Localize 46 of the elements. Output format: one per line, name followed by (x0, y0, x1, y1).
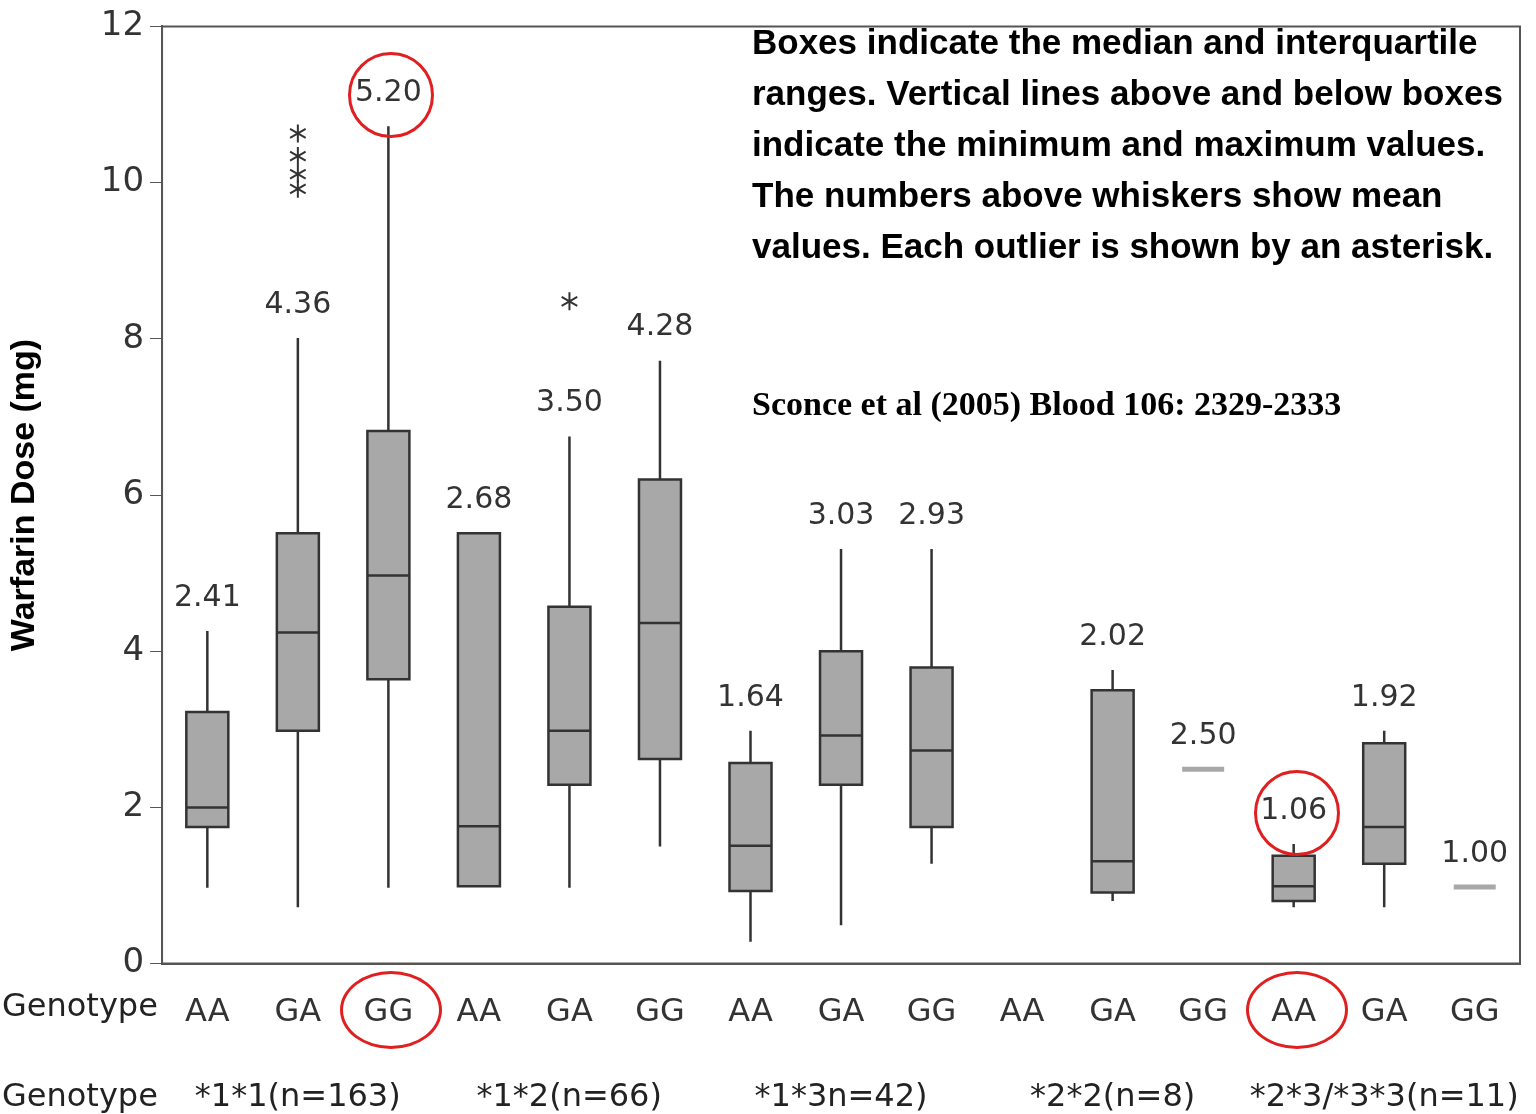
text: 4.28 (626, 307, 694, 343)
text: 1.92 (1350, 677, 1418, 713)
text: 1.64 (717, 677, 784, 713)
text: 2.93 (898, 495, 965, 531)
text: Genotype (2, 1076, 158, 1114)
text: *2*3/*3*3(n=11) (1249, 1076, 1519, 1114)
text: 2.68 (445, 480, 513, 516)
x-tick-label: GG (1178, 991, 1228, 1030)
annotation: Sconce et al (2005) Blood 106: 2329-2333 (752, 385, 1342, 423)
annotation: Boxes indicate the median and interquartile ranges. Vertical lines above and below boxes indicate the minimum and maximum values. The numbers above whiskers show mean values. Each outlier is shown by an asterisk. (752, 21, 1504, 267)
y-tick-label: 10 (100, 159, 145, 200)
y-tick-label: 6 (122, 471, 145, 512)
text: *1*3n=42) (754, 1076, 928, 1114)
text: Genotype (2, 985, 158, 1024)
text: 1.00 (1441, 833, 1509, 869)
x-tick-label: GG (363, 991, 414, 1030)
text: 5.20 (354, 73, 422, 109)
y-tick-label: 12 (100, 3, 145, 44)
text: *1*1(n=163) (194, 1076, 401, 1114)
text: 4.36 (264, 284, 332, 320)
text: *2*2(n=8) (1030, 1076, 1196, 1114)
y-tick-label: 4 (122, 628, 145, 669)
x-tick-label: GA (274, 991, 322, 1030)
text: 3.03 (807, 495, 875, 531)
x-tick-label: AA (999, 991, 1045, 1030)
x-tick-label: AA (184, 991, 230, 1030)
text: 3.50 (536, 383, 603, 419)
x-tick-label: GG (906, 991, 957, 1030)
x-tick-label: GA (546, 991, 593, 1030)
y-axis-title: Warfarin Dose (mg) (2, 338, 41, 652)
x-tick-label: GG (635, 991, 685, 1030)
x-tick-label: GA (817, 991, 865, 1030)
x-tick-label: GA (1360, 991, 1408, 1030)
text: 2.02 (1079, 616, 1147, 652)
y-tick-label: 2 (122, 784, 145, 825)
x-tick-label: GA (1089, 991, 1137, 1030)
x-tick-label: AA (728, 991, 773, 1030)
x-tick-label: GG (1449, 991, 1500, 1030)
text: 2.50 (1169, 715, 1237, 751)
x-tick-label: AA (456, 991, 502, 1030)
y-tick-label: 0 (122, 940, 145, 981)
text: 2.41 (173, 577, 241, 613)
y-tick-label: 8 (122, 315, 145, 356)
text: 1.06 (1260, 790, 1328, 826)
text: *1*2(n=66) (476, 1076, 662, 1114)
x-tick-label: AA (1271, 991, 1317, 1030)
